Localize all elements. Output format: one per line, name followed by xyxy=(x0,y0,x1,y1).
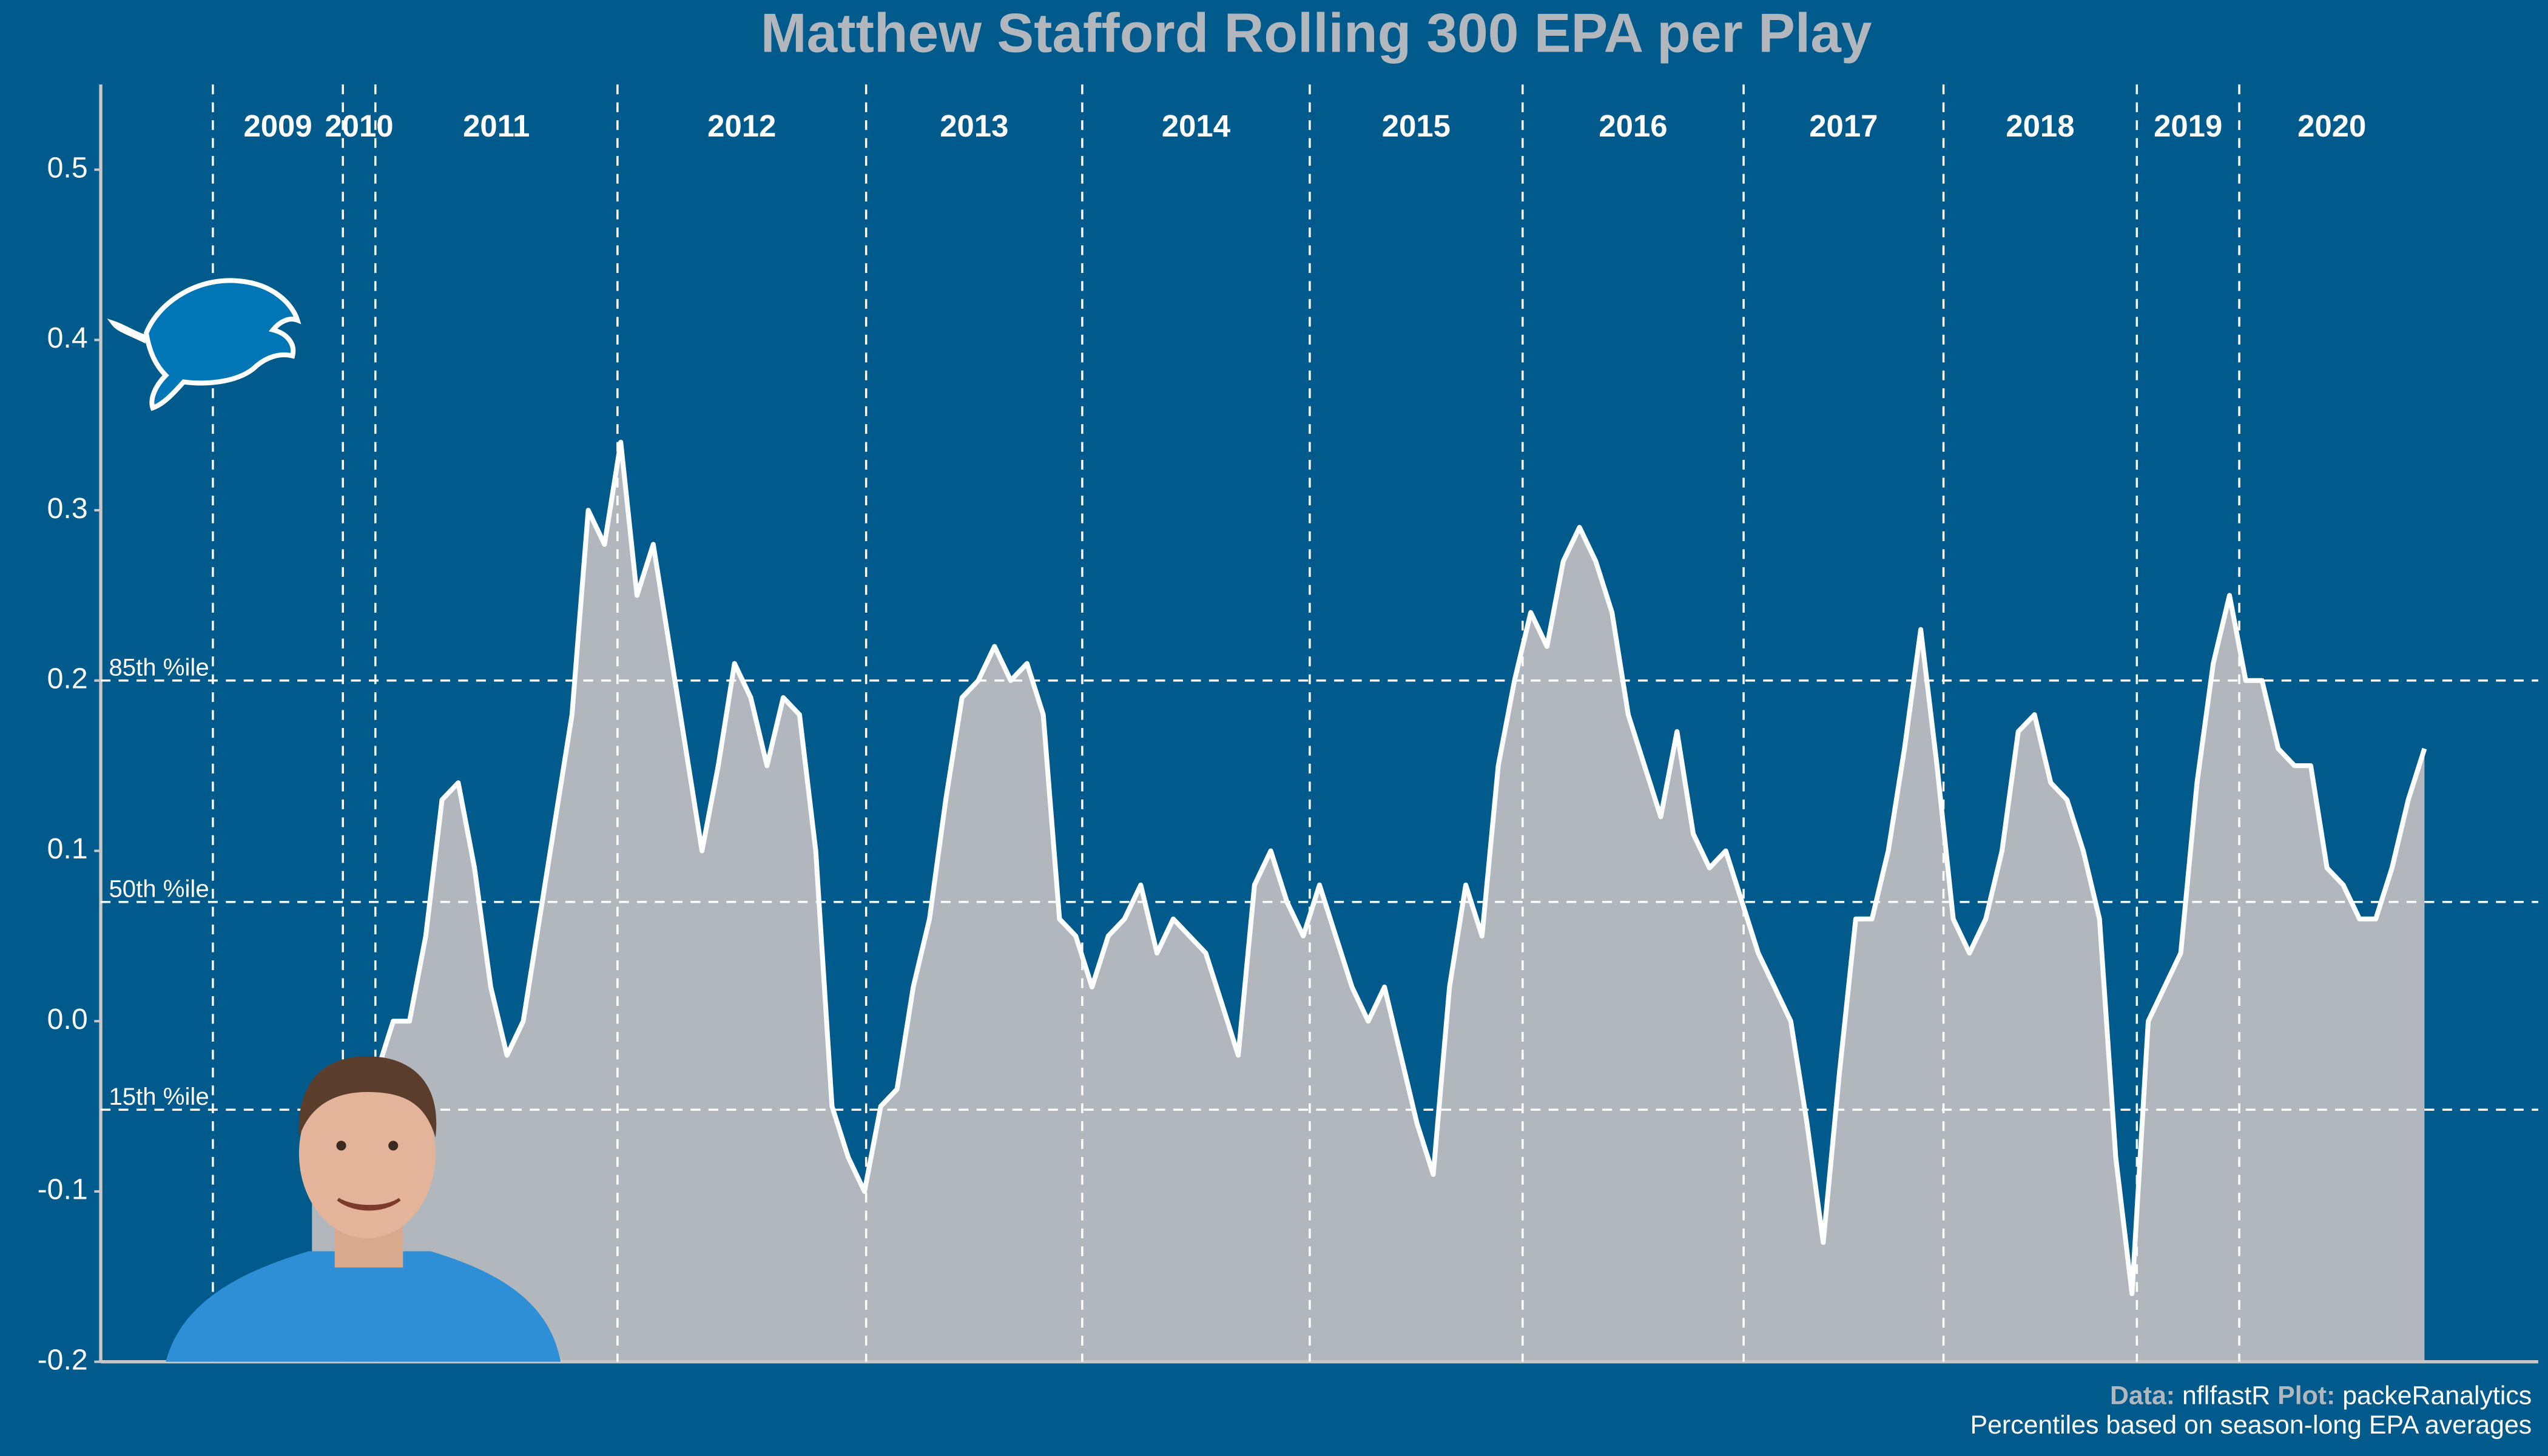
caption-text: packeRanalytics xyxy=(2342,1381,2532,1410)
y-tick-label: -0.1 xyxy=(38,1173,88,1206)
player-photo xyxy=(166,1056,561,1362)
y-tick-label: 0.3 xyxy=(47,492,88,525)
caption-label: Data: xyxy=(2110,1381,2175,1410)
season-label: 2016 xyxy=(1599,109,1667,143)
logo-shape xyxy=(107,278,302,411)
y-tick-label: -0.2 xyxy=(38,1343,88,1376)
subcaption: Percentiles based on season-long EPA ave… xyxy=(1970,1410,2532,1440)
percentile-label: 85th %ile xyxy=(109,654,209,681)
season-label: 2010 xyxy=(325,109,393,143)
photo-shirt xyxy=(166,1251,561,1362)
photo-eye xyxy=(388,1141,399,1151)
caption: Data: nflfastR Plot: packeRanalytics xyxy=(2110,1381,2532,1410)
plot-area: -0.2 -0.1 0.0 0.1 0.2 0.3 0.4 0.5 2009 2010 2011 20… xyxy=(38,84,2538,1376)
photo-face xyxy=(298,1069,436,1239)
chart-title: Matthew Stafford Rolling 300 EPA per Pla… xyxy=(761,3,1872,64)
season-label: 2011 xyxy=(463,109,530,143)
photo-smile xyxy=(337,1198,401,1211)
season-label: 2014 xyxy=(1162,109,1231,143)
photo-hair xyxy=(298,1056,437,1138)
y-tick-label: 0.2 xyxy=(47,662,88,695)
season-label: 2015 xyxy=(1382,109,1451,143)
y-tick-label: 0.4 xyxy=(47,322,88,354)
percentile-label: 50th %ile xyxy=(109,875,209,903)
season-label: 2018 xyxy=(2006,109,2074,143)
y-tick-label: 0.5 xyxy=(47,151,88,184)
caption-text: nflfastR xyxy=(2182,1381,2270,1410)
line xyxy=(309,439,2427,1296)
percentile-label: 15th %ile xyxy=(109,1083,209,1110)
season-label: 2020 xyxy=(2297,109,2366,143)
y-tick-label: 0.0 xyxy=(47,1003,88,1036)
y-tick-label: 0.1 xyxy=(47,832,88,865)
season-label: 2017 xyxy=(1809,109,1878,143)
caption-label: Plot: xyxy=(2277,1381,2335,1410)
team-logo xyxy=(107,278,302,411)
photo-eye xyxy=(336,1141,346,1151)
season-label: 2012 xyxy=(707,109,776,143)
season-label: 2013 xyxy=(940,109,1008,143)
season-label: 2019 xyxy=(2154,109,2222,143)
season-label: 2009 xyxy=(243,109,312,143)
